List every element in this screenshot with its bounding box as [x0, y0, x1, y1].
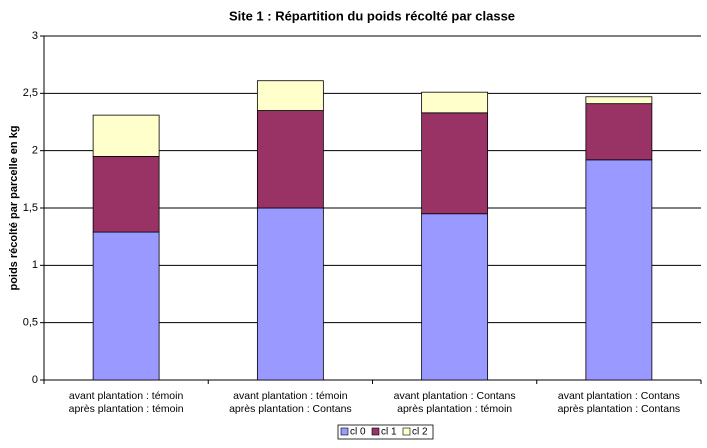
x-tick-label: après plantation : témoin	[397, 403, 512, 415]
legend-label: cl 2	[412, 427, 428, 438]
bar-segment	[585, 103, 653, 161]
x-tick-label: après plantation : témoin	[69, 403, 184, 415]
legend-label: cl 1	[381, 427, 397, 438]
y-tick-label: 0	[32, 374, 38, 386]
bar-segment	[421, 213, 489, 381]
bar-segment	[92, 155, 160, 233]
chart-title: Site 1 : Répartition du poids récolté pa…	[229, 8, 515, 23]
legend-swatch	[371, 427, 380, 436]
x-tick-label: après plantation : Contans	[229, 403, 352, 415]
y-tick-label: 0,5	[23, 317, 38, 329]
x-tick-label: avant plantation : Contans	[394, 390, 516, 402]
x-tick-label: avant plantation : Contans	[558, 390, 680, 402]
y-tick-label: 1,5	[23, 202, 38, 214]
y-tick-label: 2,5	[23, 87, 38, 99]
bar-segment	[92, 114, 160, 157]
bar-segment	[256, 80, 324, 111]
legend-swatch	[340, 427, 349, 436]
y-axis-label: poids récolté par parcelle en kg	[8, 125, 20, 290]
x-tick-label: avant plantation : témoin	[233, 390, 348, 402]
legend-swatch	[402, 427, 411, 436]
y-tick-label: 2	[32, 145, 38, 157]
x-tick-label: avant plantation : témoin	[69, 390, 184, 402]
bar-segment	[92, 231, 160, 381]
x-tick-label: après plantation : Contans	[558, 403, 681, 415]
bar-segment	[421, 91, 489, 114]
bar-segment	[256, 110, 324, 209]
legend-label: cl 0	[350, 427, 366, 438]
bar-segment	[256, 207, 324, 381]
y-tick-label: 1	[32, 259, 38, 271]
bar-segment	[585, 159, 653, 381]
y-tick-label: 3	[32, 30, 38, 42]
bar-segment	[585, 96, 653, 105]
bar-segment	[421, 112, 489, 215]
